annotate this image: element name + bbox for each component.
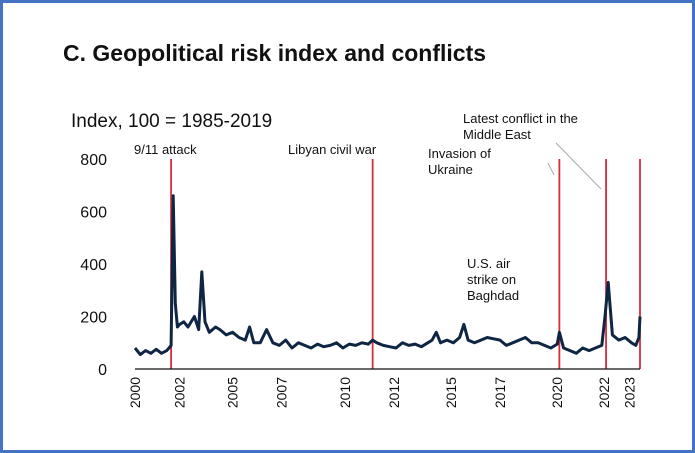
x-tick-label: 2015 [443,377,459,408]
x-tick-label: 2022 [596,377,612,408]
x-tick-label: 2023 [621,377,637,408]
annotation-leader-ukraine [547,162,555,176]
x-tick-label: 2000 [127,377,143,408]
chart-plot-area: 0 200 400 600 800 2000 2002 2005 2007 2010 2012 20… [80,111,642,408]
x-tick-label: 2010 [337,377,353,408]
annotation-invasion-of-ukraine: Invasion of Ukraine [428,146,491,177]
annotation-9-11-attack: 9/11 attack [134,142,197,157]
x-tick-label: 2002 [172,377,188,408]
y-tick-label: 800 [80,152,107,169]
y-tick-label: 0 [98,362,107,379]
y-tick-label: 400 [80,257,107,274]
annotation-libyan-civil-war: Libyan civil war [288,142,377,157]
x-tick-label: 2020 [549,377,565,408]
x-tick-label: 2007 [273,377,289,408]
chart-subtitle: Index, 100 = 1985-2019 [71,111,273,132]
annotation-leader-middle-east [555,142,602,190]
annotation-latest-conflict-middle-east: Latest conflict in the Middle East [463,111,578,142]
y-tick-label: 600 [80,205,107,222]
x-tick-label: 2012 [386,377,402,408]
annotation-us-air-strike-baghdad: U.S. air strike on Baghdad [467,256,519,303]
y-tick-label: 200 [80,310,107,327]
chart-title: C. Geopolitical risk index and conflicts [63,40,487,66]
x-tick-label: 2005 [225,377,241,408]
x-tick-label: 2017 [492,377,508,408]
series-line-geopolitical-risk [133,194,642,357]
